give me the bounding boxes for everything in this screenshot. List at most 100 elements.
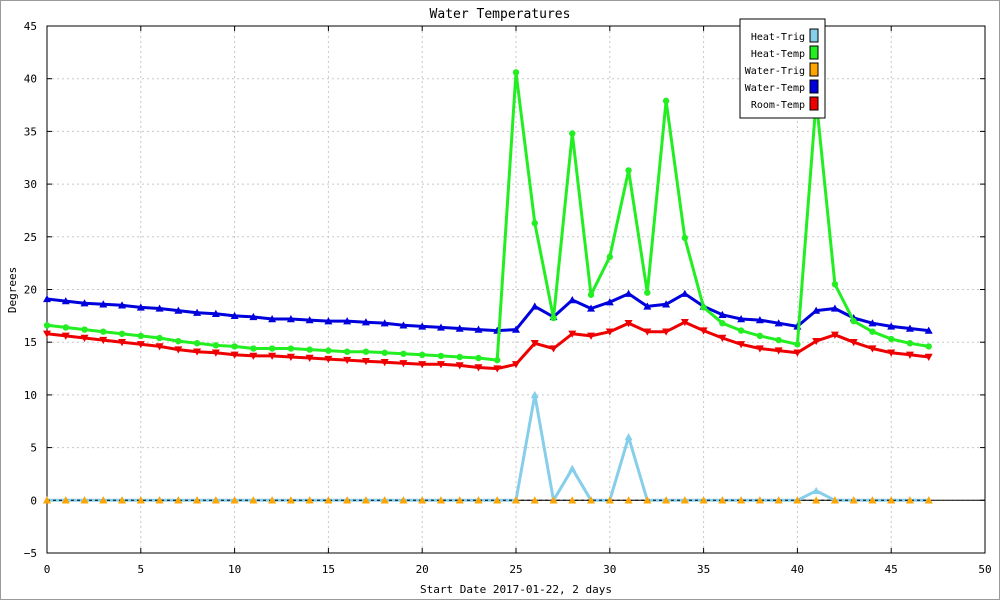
data-point-room-temp bbox=[530, 340, 539, 348]
data-point-heat-temp bbox=[81, 326, 88, 333]
data-point-water-trig bbox=[361, 496, 370, 504]
data-point-heat-temp bbox=[306, 346, 313, 353]
x-tick-label: 20 bbox=[416, 563, 429, 576]
data-point-room-temp bbox=[343, 356, 352, 365]
data-point-water-trig bbox=[418, 496, 427, 504]
data-point-water-temp bbox=[324, 317, 333, 325]
data-point-water-trig bbox=[530, 496, 539, 504]
data-point-water-temp bbox=[737, 315, 746, 323]
data-point-water-trig bbox=[286, 496, 295, 504]
data-point-water-trig bbox=[512, 496, 520, 504]
legend-label-water-temp: Water-Temp bbox=[745, 83, 805, 94]
data-point-water-temp bbox=[905, 324, 914, 332]
data-point-heat-temp bbox=[587, 291, 595, 298]
series-line-water-temp bbox=[46, 292, 929, 333]
data-point-heat-temp bbox=[644, 289, 651, 296]
data-point-water-temp bbox=[474, 325, 483, 333]
x-tick-label: 45 bbox=[885, 563, 898, 576]
data-point-water-trig bbox=[624, 496, 633, 504]
y-tick-label: 35 bbox=[24, 125, 37, 138]
data-point-heat-temp bbox=[794, 341, 801, 348]
data-point-water-trig bbox=[905, 496, 914, 504]
data-point-water-trig bbox=[436, 496, 445, 504]
data-point-heat-temp bbox=[456, 353, 463, 361]
data-point-water-trig bbox=[249, 496, 258, 504]
data-point-water-trig bbox=[549, 496, 558, 504]
data-point-water-temp bbox=[99, 300, 108, 308]
series-water-trig bbox=[43, 496, 933, 504]
data-point-water-temp bbox=[587, 304, 596, 312]
data-point-heat-temp bbox=[719, 320, 726, 327]
data-point-water-trig bbox=[605, 496, 614, 504]
data-point-heat-temp bbox=[268, 345, 276, 352]
x-tick-label: 40 bbox=[791, 563, 804, 576]
data-point-water-temp bbox=[155, 304, 164, 312]
data-point-water-temp bbox=[812, 306, 821, 314]
data-point-water-trig bbox=[793, 496, 802, 504]
data-point-heat-temp bbox=[756, 332, 764, 340]
data-point-room-temp bbox=[887, 349, 896, 357]
data-point-water-trig bbox=[774, 496, 783, 504]
data-point-heat-trig bbox=[812, 486, 821, 495]
legend-swatch-water-temp bbox=[809, 79, 819, 94]
data-point-room-temp bbox=[568, 330, 577, 338]
data-point-water-temp bbox=[530, 302, 539, 310]
data-point-room-temp bbox=[905, 351, 914, 359]
data-point-water-trig bbox=[680, 496, 689, 504]
data-point-heat-temp bbox=[662, 97, 670, 105]
data-point-water-temp bbox=[643, 302, 652, 310]
data-point-water-temp bbox=[80, 299, 89, 307]
data-point-water-temp bbox=[136, 303, 145, 311]
data-point-water-trig bbox=[61, 496, 70, 504]
data-point-room-temp bbox=[793, 349, 802, 357]
data-point-water-trig bbox=[193, 496, 202, 504]
data-point-water-trig bbox=[699, 496, 708, 504]
data-point-water-temp bbox=[43, 294, 51, 303]
legend-swatch-room-temp bbox=[809, 96, 819, 111]
tick-labels: 0 5 10 15 20 25 30 35 40 45 50 −5 0 5 10 15 20 25 30 35 40 45 bbox=[24, 20, 992, 576]
legend-swatch-heat-temp bbox=[809, 45, 819, 60]
legend-label-heat-temp: Heat-Temp bbox=[751, 49, 805, 60]
x-tick-label: 10 bbox=[228, 563, 241, 576]
data-point-heat-temp bbox=[869, 328, 876, 335]
series-line-room-temp bbox=[46, 320, 929, 371]
data-point-heat-temp bbox=[512, 69, 520, 76]
data-point-water-temp bbox=[868, 319, 877, 327]
data-point-water-trig bbox=[849, 496, 858, 504]
data-point-heat-temp bbox=[550, 314, 557, 322]
data-point-water-temp bbox=[624, 289, 633, 297]
x-tick-label: 30 bbox=[603, 563, 616, 576]
data-point-water-trig bbox=[868, 496, 877, 504]
data-point-room-temp bbox=[99, 336, 108, 345]
data-point-heat-temp bbox=[419, 351, 426, 359]
y-axis-label: Degrees bbox=[6, 267, 19, 313]
data-point-heat-temp bbox=[906, 340, 914, 347]
data-point-room-temp bbox=[380, 359, 389, 367]
data-point-room-temp bbox=[493, 365, 502, 373]
data-point-water-temp bbox=[361, 318, 370, 326]
data-point-water-trig bbox=[343, 496, 352, 504]
y-tick-label: 10 bbox=[24, 389, 37, 402]
y-tick-label: 5 bbox=[30, 442, 37, 455]
data-point-room-temp bbox=[549, 345, 558, 353]
legend-label-heat-trig: Heat-Trig bbox=[751, 32, 805, 43]
data-point-water-temp bbox=[830, 304, 839, 312]
data-point-heat-temp bbox=[569, 130, 576, 137]
data-point-room-temp bbox=[868, 345, 877, 353]
data-point-heat-temp bbox=[250, 345, 257, 352]
data-point-heat-temp bbox=[775, 336, 782, 344]
data-point-water-trig bbox=[887, 496, 896, 504]
data-point-room-temp bbox=[399, 360, 408, 368]
data-point-heat-trig bbox=[568, 464, 577, 472]
data-point-room-temp bbox=[361, 357, 370, 366]
data-point-heat-temp bbox=[287, 345, 295, 352]
data-point-water-temp bbox=[174, 306, 183, 314]
data-point-water-temp bbox=[211, 309, 220, 317]
data-point-heat-temp bbox=[362, 348, 370, 355]
x-tick-label: 15 bbox=[322, 563, 335, 576]
series-layer bbox=[43, 69, 933, 504]
series-room-temp bbox=[43, 318, 933, 373]
y-tick-label: 45 bbox=[24, 20, 37, 33]
data-point-water-trig bbox=[474, 496, 483, 504]
